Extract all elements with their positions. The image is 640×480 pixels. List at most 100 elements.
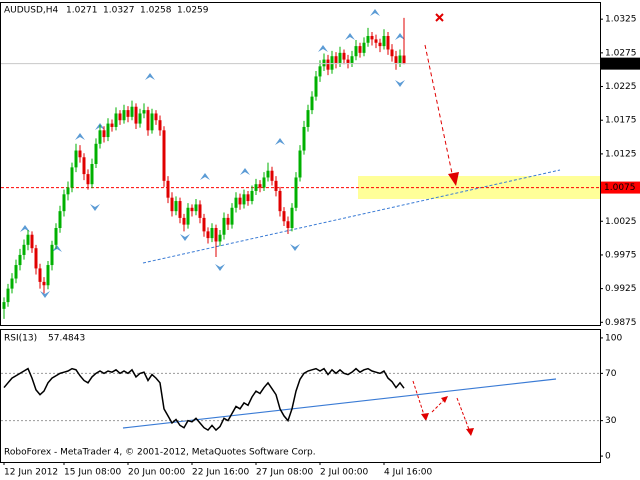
candle-body (298, 150, 302, 178)
candle-body (174, 201, 178, 212)
candle-body (54, 227, 58, 245)
candle-body (122, 110, 126, 121)
x-tick-label: 2 Jul 00:00 (320, 468, 369, 478)
candle-body (150, 113, 154, 131)
candle-body (326, 59, 330, 70)
candle-body (278, 190, 282, 212)
candle-body (234, 197, 238, 208)
candle-body (2, 302, 6, 309)
candle-body (306, 110, 310, 127)
candle-body (34, 248, 38, 269)
candle-body (238, 197, 242, 205)
candle-body (362, 42, 366, 53)
candle-body (90, 164, 94, 185)
y-tick-label: 1.0025 (605, 217, 637, 227)
candle-body (74, 150, 78, 168)
candle-body (386, 36, 390, 50)
candle-body (78, 150, 82, 158)
candle-body (258, 184, 262, 188)
y-tick-label: 1.0275 (605, 48, 637, 58)
candle-body (178, 201, 182, 218)
candle-body (394, 56, 398, 63)
candle-body (14, 265, 18, 279)
candle-body (246, 194, 250, 202)
candle-body (358, 46, 362, 53)
y-tick-label: 1.0175 (605, 116, 637, 126)
candle-body (158, 120, 162, 131)
candle-body (98, 130, 102, 144)
candle-body (6, 288, 10, 303)
candle-body (226, 217, 230, 225)
candle-body (282, 211, 286, 222)
candle-body (198, 204, 202, 218)
y-tick-label: 0 (605, 452, 611, 462)
candle-body (186, 207, 190, 225)
candle-body (82, 157, 86, 175)
candle-body (166, 180, 170, 198)
candle-body (250, 190, 254, 202)
candle-body (270, 170, 274, 181)
y-tick-label: 70 (605, 369, 617, 379)
candle-body (390, 49, 394, 57)
candle-body (102, 130, 106, 138)
candle-body (106, 123, 110, 138)
x-tick-label: 4 Jul 16:00 (384, 468, 433, 478)
candle-body (66, 187, 70, 195)
candle-body (294, 177, 298, 208)
current-price-box (601, 57, 640, 70)
candle-body (262, 177, 266, 188)
candle-body (274, 180, 278, 191)
y-tick-label: 0.9875 (605, 318, 637, 328)
candle-body (10, 278, 14, 289)
forecast-arrow-head (448, 172, 459, 186)
y-tick-label: 0.9925 (605, 284, 637, 294)
candles (2, 17, 406, 319)
y-tick-label: 1.0325 (605, 15, 637, 25)
candle-body (378, 42, 382, 47)
candle-body (266, 170, 270, 178)
candle-body (290, 207, 294, 228)
candle-body (114, 113, 118, 127)
y-tick-label: 30 (605, 416, 617, 426)
candle-body (382, 36, 386, 47)
price-panel-frame (0, 2, 601, 326)
candle-body (230, 207, 234, 225)
candle-body (346, 59, 350, 63)
level-label: 1.0075 (604, 183, 636, 193)
candle-body (338, 52, 342, 63)
candle-body (182, 217, 186, 225)
candle-body (318, 66, 322, 77)
title-price: 1.0271 (66, 6, 98, 16)
rsi-value: 57.4843 (48, 334, 85, 344)
candle-body (46, 265, 50, 286)
candle-body (30, 234, 34, 249)
candle-body (398, 55, 402, 63)
candle-body (370, 36, 374, 40)
x-tick-label: 20 Jun 00:00 (128, 468, 185, 478)
candle-body (50, 244, 54, 266)
rsi-panel-frame (0, 329, 601, 463)
candle-body (58, 211, 62, 228)
candle-body (206, 231, 210, 239)
title-price: 1.0259 (177, 6, 209, 16)
candle-body (70, 167, 74, 188)
trend-line (142, 169, 561, 264)
candle-body (94, 143, 98, 164)
candle-body (310, 96, 314, 111)
candle-body (322, 59, 326, 67)
x-tick-label: 27 Jun 08:00 (256, 468, 313, 478)
candle-body (138, 113, 142, 124)
chart-title: AUDUSD,H4 (4, 6, 59, 16)
candle-body (162, 130, 166, 181)
candle-body (334, 56, 338, 63)
candle-body (170, 197, 174, 212)
candle-body (142, 110, 146, 114)
forecast-arrow (424, 44, 454, 179)
candle-body (218, 234, 222, 242)
candle-body (42, 281, 46, 286)
level-label-box (601, 181, 640, 194)
candle-body (22, 244, 26, 255)
candle-body (126, 110, 130, 117)
candle-body (242, 194, 246, 205)
